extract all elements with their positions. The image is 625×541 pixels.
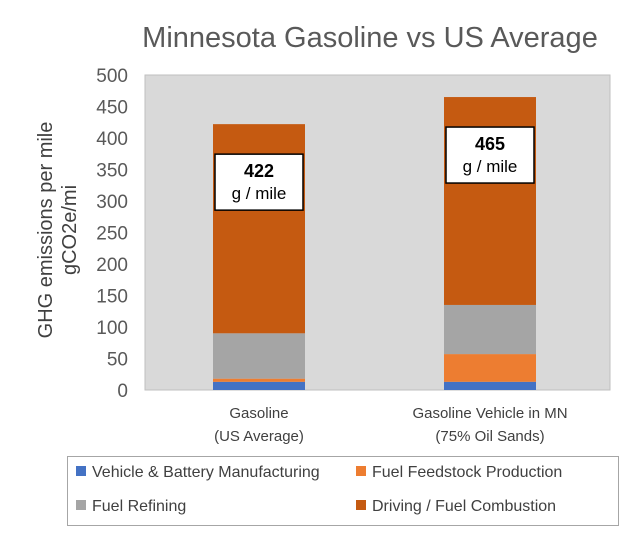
- legend-label: Vehicle & Battery Manufacturing: [92, 464, 320, 481]
- bar-segment-0-2: [213, 333, 305, 379]
- legend-swatch: [76, 500, 86, 510]
- total-annotation-unit: g / mile: [232, 184, 287, 203]
- total-annotation-value: 465: [475, 134, 505, 154]
- bar-segment-1-2: [444, 304, 536, 355]
- legend-label: Fuel Refining: [92, 498, 187, 515]
- y-tick-label: 100: [96, 318, 128, 339]
- legend-swatch: [356, 500, 366, 510]
- bar-segment-1-0: [444, 381, 536, 390]
- y-tick-label: 400: [96, 129, 128, 150]
- legend-item-vehicle-manufacturing: Vehicle & Battery Manufacturing: [76, 464, 320, 482]
- legend-label: Fuel Feedstock Production: [372, 464, 563, 481]
- x-category-label-line2: (75% Oil Sands): [435, 428, 544, 445]
- legend-swatch: [356, 466, 366, 476]
- legend: Vehicle & Battery Manufacturing Fuel Fee…: [67, 456, 619, 526]
- legend-item-fuel-feedstock: Fuel Feedstock Production: [356, 464, 562, 482]
- x-category-label-line1: Gasoline: [229, 405, 288, 422]
- legend-swatch: [76, 466, 86, 476]
- y-tick-label: 450: [96, 98, 128, 119]
- y-tick-label: 300: [96, 192, 128, 213]
- x-category-label-line1: Gasoline Vehicle in MN: [412, 405, 567, 422]
- total-annotation-value: 422: [244, 161, 274, 181]
- y-tick-label: 50: [107, 350, 128, 371]
- y-tick-label: 150: [96, 287, 128, 308]
- total-annotation-box: [214, 153, 304, 211]
- bar-segment-1-1: [444, 354, 536, 382]
- total-annotation-box: [445, 126, 535, 184]
- y-tick-label: 350: [96, 161, 128, 182]
- y-tick-label: 0: [117, 381, 128, 402]
- chart-title: Minnesota Gasoline vs US Average: [142, 22, 598, 54]
- legend-item-fuel-refining: Fuel Refining: [76, 498, 186, 516]
- legend-label: Driving / Fuel Combustion: [372, 498, 557, 515]
- legend-item-driving-combustion: Driving / Fuel Combustion: [356, 498, 556, 516]
- total-annotation-unit: g / mile: [463, 157, 518, 176]
- y-tick-label: 250: [96, 224, 128, 245]
- bar-segment-0-0: [213, 381, 305, 390]
- bar-segment-0-1: [213, 378, 305, 382]
- x-category-label-line2: (US Average): [214, 428, 304, 445]
- y-tick-label: 200: [96, 255, 128, 276]
- y-tick-label: 500: [96, 66, 128, 87]
